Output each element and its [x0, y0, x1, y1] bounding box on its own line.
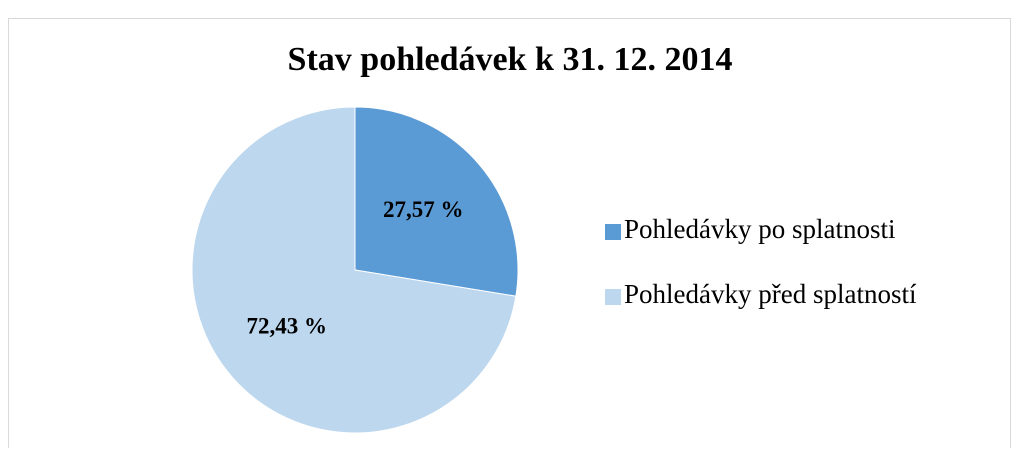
legend-swatch [605, 224, 621, 240]
legend-label: Pohledávky po splatnosti [624, 214, 896, 244]
pie-slice [191, 106, 517, 434]
data-label: 27,57 % [383, 197, 464, 222]
pie-slice [354, 106, 519, 297]
chart-title: Stav pohledávek k 31. 12. 2014 [288, 41, 733, 78]
data-label: 72,43 % [246, 313, 327, 338]
legend-swatch [605, 289, 621, 305]
legend-label: Pohledávky před splatností [624, 279, 917, 309]
